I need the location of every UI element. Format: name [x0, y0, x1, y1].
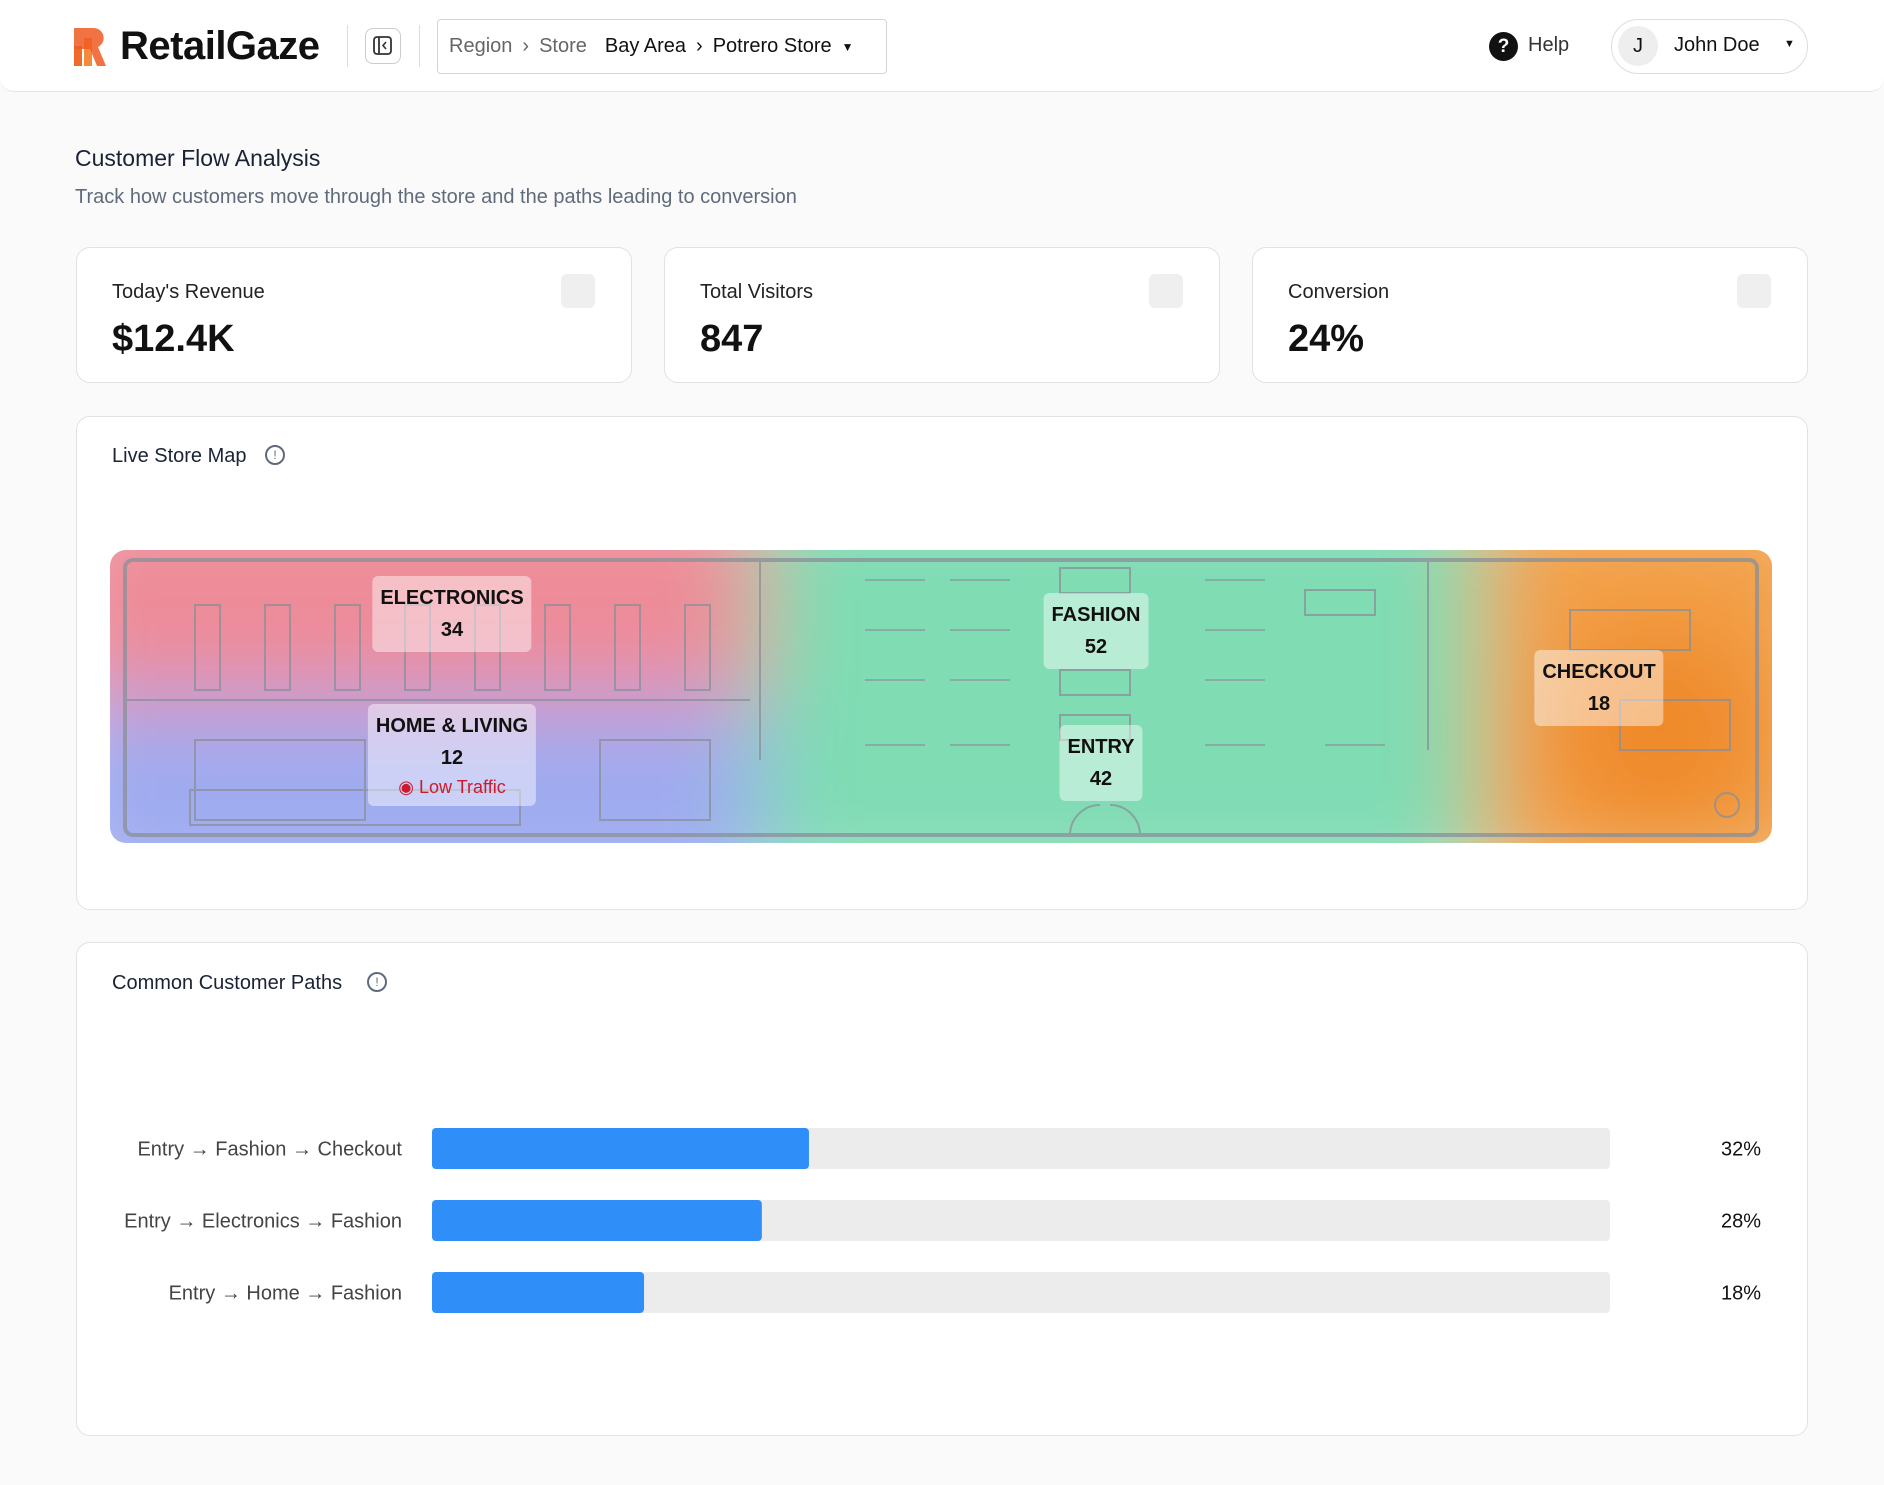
- caret: ▼: [841, 39, 854, 54]
- crumb: Potrero Store: [712, 35, 832, 57]
- paths-card: Common Customer Paths ! Entry → Fashion …: [76, 942, 1808, 1436]
- crumb: Store: [539, 35, 587, 57]
- category-label: Entry → Fashion → Checkout: [137, 1139, 402, 1161]
- kpi-icon: [1149, 274, 1183, 308]
- zone-count: 12: [440, 747, 464, 769]
- kpi-card: Total Visitors 847: [664, 247, 1220, 383]
- divider: [347, 25, 348, 67]
- value-label: 32%: [1721, 1139, 1761, 1161]
- bar-track: [432, 1272, 1610, 1313]
- value-label: 28%: [1721, 1211, 1761, 1233]
- bar: [432, 1272, 645, 1313]
- kpi-icon: [561, 274, 595, 308]
- annotation: Low Traffic: [418, 777, 506, 797]
- value-label: 18%: [1721, 1283, 1761, 1305]
- kpi-value: 847: [700, 318, 764, 360]
- info-icon[interactable]: !: [265, 445, 285, 465]
- help-icon: ?: [1489, 32, 1518, 61]
- bar: [432, 1128, 809, 1169]
- zone-name: ELECTRONICS: [380, 587, 524, 609]
- user-menu[interactable]: J John Doe ▼: [1611, 19, 1808, 74]
- paths-chart: Entry → Fashion → Checkout 32% Entry → Ele…: [124, 1128, 1761, 1313]
- kpi-label: Conversion: [1288, 281, 1390, 303]
- page-subtitle: Track how customers move through the sto…: [75, 186, 797, 208]
- kpi-label: Today's Revenue: [112, 281, 265, 303]
- card-title: Common Customer Paths: [112, 972, 343, 994]
- page-title: Customer Flow Analysis: [75, 145, 321, 171]
- store-map: [110, 550, 1772, 843]
- card-title: Live Store Map: [112, 445, 247, 467]
- avatar: J: [1618, 26, 1658, 66]
- zone-name: ENTRY: [1067, 736, 1135, 758]
- logo: [74, 28, 106, 66]
- kpi-value: 24%: [1288, 318, 1365, 360]
- kpi-card: Today's Revenue $12.4K: [76, 247, 632, 383]
- sidebar-toggle[interactable]: [365, 28, 401, 64]
- zone-label: FASHION 52: [1043, 593, 1149, 669]
- kpi-icon: [1737, 274, 1771, 308]
- zone-count: 42: [1089, 768, 1113, 790]
- separator: ›: [696, 35, 703, 57]
- zone-label: ELECTRONICS 34: [372, 576, 532, 652]
- zone-name: HOME & LIVING: [375, 715, 529, 737]
- toggle-icon: [373, 36, 392, 55]
- zone-label: HOME & LIVING 12 ◉ Low Traffic: [367, 704, 537, 806]
- kpi-value: $12.4K: [112, 318, 235, 360]
- zone-name: FASHION: [1051, 604, 1141, 626]
- category-label: Entry → Home → Fashion: [169, 1283, 402, 1305]
- zone-count: 34: [440, 619, 464, 641]
- crumb: Bay Area: [604, 35, 687, 57]
- zone-count: 52: [1084, 636, 1108, 658]
- header: RetailGaze Region › Store Bay Area › Potre…: [0, 0, 1884, 92]
- crumb: Region: [449, 35, 513, 57]
- zone-count: 18: [1587, 693, 1611, 715]
- kpi-card: Conversion 24%: [1252, 247, 1808, 383]
- zone-label: CHECKOUT 18: [1534, 650, 1664, 726]
- help-link[interactable]: Help: [1528, 34, 1570, 56]
- zone-name: CHECKOUT: [1542, 661, 1656, 683]
- info-icon[interactable]: !: [367, 972, 387, 992]
- zone-label: ENTRY 42: [1059, 725, 1143, 801]
- kpi-label: Total Visitors: [700, 281, 814, 303]
- user-name: John Doe: [1674, 34, 1760, 56]
- breadcrumb[interactable]: Region › Store Bay Area › Potrero Store ▼: [437, 19, 887, 74]
- divider: [419, 25, 420, 67]
- category-label: Entry → Electronics → Fashion: [124, 1211, 402, 1233]
- low-traffic-badge: ◉ Low Traffic: [398, 777, 506, 797]
- brand: RetailGaze: [120, 24, 320, 68]
- separator: ›: [522, 35, 530, 57]
- caret: ▼: [1784, 38, 1795, 50]
- bar: [432, 1200, 762, 1241]
